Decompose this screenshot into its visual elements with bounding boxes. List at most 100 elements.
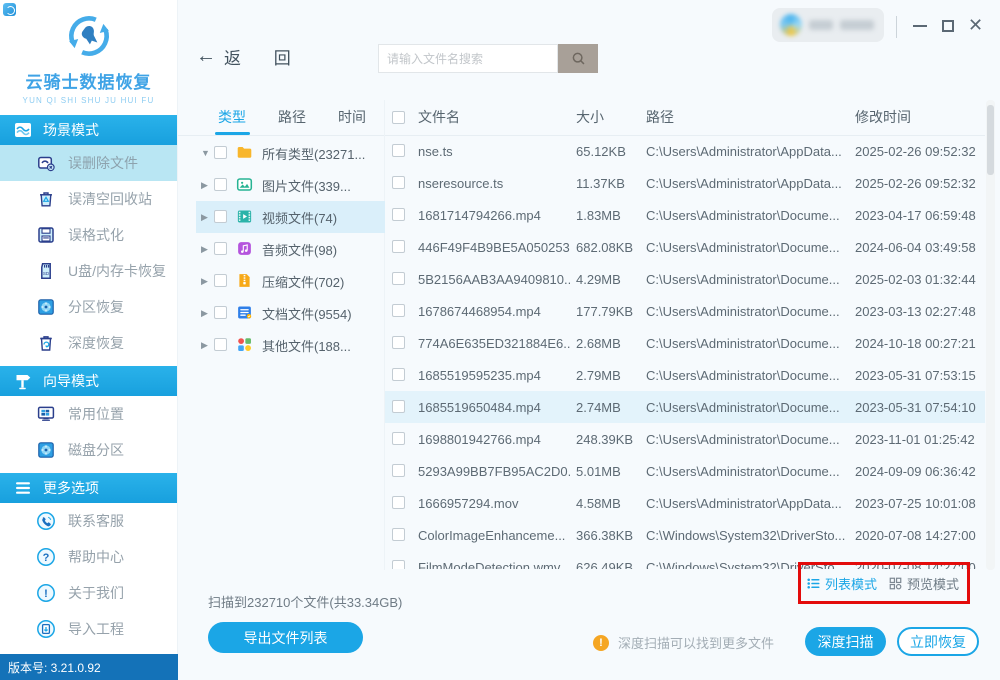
row-checkbox[interactable]: [392, 368, 405, 381]
row-checkbox[interactable]: [392, 208, 405, 221]
folder-icon: [236, 144, 253, 161]
row-checkbox[interactable]: [392, 528, 405, 541]
maximize-button[interactable]: [935, 13, 960, 38]
file-path-cell: C:\Users\Administrator\Docume...: [646, 431, 840, 447]
sidebar-item[interactable]: 误删除文件: [0, 145, 177, 181]
sidebar-item[interactable]: SD U盘/内存卡恢复: [0, 253, 177, 289]
sidebar-item[interactable]: 误清空回收站: [0, 181, 177, 217]
file-name-cell: 1681714794266.mp4: [418, 207, 541, 223]
list-header: 类型 路径 时间 文件名 大小 路径 修改时间: [178, 99, 985, 136]
row-checkbox[interactable]: [392, 272, 405, 285]
sidebar-item[interactable]: ! 关于我们: [0, 575, 177, 611]
column-size[interactable]: 大小: [576, 109, 604, 125]
tree-item[interactable]: ▶ 图片文件(339...: [196, 169, 385, 201]
tree-item[interactable]: ▼ 所有类型(23271...: [196, 137, 385, 169]
sidebar-item[interactable]: 分区恢复: [0, 289, 177, 325]
search-button[interactable]: [558, 44, 598, 73]
file-row[interactable]: 1678674468954.mp4 177.79KB C:\Users\Admini…: [385, 295, 985, 327]
caret-right-icon[interactable]: ▶: [201, 212, 208, 222]
file-row[interactable]: 1681714794266.mp4 1.83MB C:\Users\Administ…: [385, 199, 985, 231]
row-checkbox[interactable]: [392, 336, 405, 349]
tree-checkbox[interactable]: [214, 146, 227, 159]
file-name-cell: FilmModeDetection.wmv: [418, 559, 561, 570]
scrollbar-thumb[interactable]: [987, 105, 994, 175]
file-row[interactable]: 774A6E635ED321884E6... 2.68MB C:\Users\Adm…: [385, 327, 985, 359]
tree-checkbox[interactable]: [214, 178, 227, 191]
row-checkbox[interactable]: [392, 240, 405, 253]
tab-type[interactable]: 类型: [215, 99, 250, 135]
tree-checkbox[interactable]: [214, 242, 227, 255]
tree-item[interactable]: ▶ 文档文件(9554): [196, 297, 385, 329]
caret-right-icon[interactable]: ▶: [201, 308, 208, 318]
tree-checkbox[interactable]: [214, 210, 227, 223]
sidebar-item[interactable]: 深度恢复: [0, 325, 177, 361]
column-filename[interactable]: 文件名: [418, 109, 460, 125]
deep-scan-button[interactable]: 深度扫描: [805, 627, 886, 656]
deleted-file-icon: [36, 153, 56, 173]
tree-item[interactable]: ▶ 其他文件(188...: [196, 329, 385, 361]
file-row[interactable]: nse.ts 65.12KB C:\Users\Administrator\AppD…: [385, 135, 985, 167]
row-checkbox[interactable]: [392, 176, 405, 189]
file-row[interactable]: 1685519595235.mp4 2.79MB C:\Users\Administ…: [385, 359, 985, 391]
sidebar-item[interactable]: 联系客服: [0, 503, 177, 539]
caret-right-icon[interactable]: ▶: [201, 276, 208, 286]
column-path[interactable]: 路径: [646, 109, 674, 125]
sidebar-item[interactable]: 磁盘分区: [0, 432, 177, 468]
row-checkbox[interactable]: [392, 144, 405, 157]
row-checkbox[interactable]: [392, 560, 405, 569]
file-row[interactable]: 1698801942766.mp4 248.39KB C:\Users\Admini…: [385, 423, 985, 455]
file-row[interactable]: nseresource.ts 11.37KB C:\Users\Administra…: [385, 167, 985, 199]
minimize-button[interactable]: [907, 13, 932, 38]
select-all-checkbox[interactable]: [392, 111, 405, 124]
tree-item[interactable]: ▶ 音频文件(98): [196, 233, 385, 265]
caret-right-icon[interactable]: ▶: [201, 340, 208, 350]
scan-summary: 扫描到232710个文件(共33.34GB): [208, 595, 403, 610]
svg-text:?: ?: [43, 552, 50, 564]
warning-icon: !: [593, 634, 609, 651]
row-checkbox[interactable]: [392, 304, 405, 317]
file-row[interactable]: 5293A99BB7FB95AC2D0... 5.01MB C:\Users\Adm…: [385, 455, 985, 487]
row-checkbox[interactable]: [392, 400, 405, 413]
brand-title: 云骑士数据恢复: [25, 73, 152, 92]
tab-time[interactable]: 时间: [338, 99, 366, 135]
list-mode-toggle[interactable]: 列表模式: [806, 574, 877, 593]
sidebar-item[interactable]: 常用位置: [0, 396, 177, 432]
recover-now-button[interactable]: 立即恢复: [897, 627, 979, 656]
main-area: ← 返 回 ✕ 类型 路径 时间 文件名 大小 路径: [178, 0, 1000, 680]
file-row[interactable]: ColorImageEnhanceme... 366.38KB C:\Windows…: [385, 519, 985, 551]
tree-item-label: 压缩文件(702): [262, 274, 345, 290]
tab-path[interactable]: 路径: [278, 99, 306, 135]
caret-right-icon[interactable]: ▶: [201, 180, 208, 190]
sidebar-item[interactable]: 导入工程: [0, 611, 177, 647]
file-size-cell: 4.29MB: [576, 271, 621, 287]
search-input[interactable]: [378, 44, 558, 73]
sidebar-item[interactable]: 误格式化: [0, 217, 177, 253]
file-path-cell: C:\Users\Administrator\Docume...: [646, 367, 840, 383]
file-name-cell: 1678674468954.mp4: [418, 303, 541, 319]
row-checkbox[interactable]: [392, 432, 405, 445]
column-modified-time[interactable]: 修改时间: [855, 109, 911, 125]
sidebar: 云骑士数据恢复 YUN QI SHI SHU JU HUI FU 场景模式 误删除…: [0, 0, 178, 680]
file-size-cell: 2.68MB: [576, 335, 621, 351]
tree-checkbox[interactable]: [214, 274, 227, 287]
file-table: nse.ts 65.12KB C:\Users\Administrator\AppD…: [385, 135, 985, 569]
row-checkbox[interactable]: [392, 496, 405, 509]
tree-item[interactable]: ▶ 压缩文件(702): [196, 265, 385, 297]
tree-checkbox[interactable]: [214, 306, 227, 319]
file-row[interactable]: 446F49F4B9BE5A050253... 682.08KB C:\Users\…: [385, 231, 985, 263]
tree-checkbox[interactable]: [214, 338, 227, 351]
close-button[interactable]: ✕: [967, 15, 984, 35]
preview-mode-toggle[interactable]: 预览模式: [888, 574, 959, 593]
file-time-cell: 2024-06-04 03:49:58: [855, 239, 976, 255]
file-row[interactable]: 5B2156AAB3AA9409810... 4.29MB C:\Users\Adm…: [385, 263, 985, 295]
caret-down-icon[interactable]: ▼: [201, 148, 210, 158]
back-button[interactable]: ← 返 回: [196, 44, 305, 69]
caret-right-icon[interactable]: ▶: [201, 244, 208, 254]
file-row[interactable]: 1685519650484.mp4 2.74MB C:\Users\Administ…: [385, 391, 985, 423]
file-row[interactable]: 1666957294.mov 4.58MB C:\Users\Administrat…: [385, 487, 985, 519]
sidebar-item[interactable]: ? 帮助中心: [0, 539, 177, 575]
row-checkbox[interactable]: [392, 464, 405, 477]
tree-item[interactable]: ▶ 视频文件(74): [196, 201, 385, 233]
vertical-scrollbar[interactable]: [986, 100, 995, 570]
export-file-list-button[interactable]: 导出文件列表: [208, 622, 363, 653]
